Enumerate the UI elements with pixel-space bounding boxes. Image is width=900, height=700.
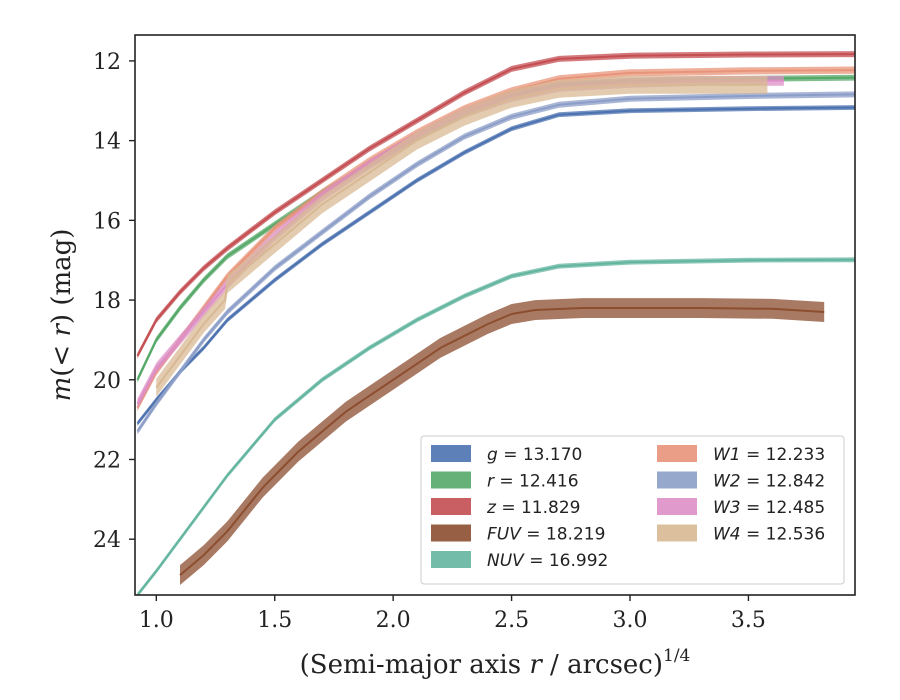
legend-label: W4 = 12.536 — [713, 525, 825, 545]
legend-label: FUV = 18.219 — [487, 525, 605, 545]
series-line-w2 — [136, 93, 855, 433]
series-line-fuv — [179, 307, 825, 576]
legend-items: g = 13.170 r = 12.416 z = 11.829 FUV = 18.2… — [431, 445, 825, 571]
series-z — [136, 51, 855, 359]
legend-swatch — [657, 498, 697, 515]
x-axis-label: (Semi-major axis r / arcsec)1/4 — [300, 646, 691, 680]
legend-item-w1: W1 = 12.233 — [657, 445, 825, 465]
x-axis-ticks: 1.0 1.5 2.0 2.5 3.0 3.5 — [139, 595, 766, 633]
legend-item-z: z = 11.829 — [431, 498, 580, 518]
y-tick-label: 22 — [93, 448, 121, 473]
x-axis-label-tail: / arcsec) — [542, 650, 663, 680]
legend-item-w4: W4 = 12.536 — [657, 524, 825, 545]
series-band-w4 — [156, 75, 768, 397]
legend-label: NUV = 16.992 — [487, 551, 608, 571]
series-layer — [136, 51, 855, 595]
legend-item-w2: W2 = 12.842 — [657, 471, 825, 492]
legend-label: g = 13.170 — [487, 445, 582, 465]
x-axis-label-sup: 1/4 — [663, 646, 690, 666]
x-tick-label: 3.0 — [613, 608, 648, 633]
y-tick-label: 14 — [93, 130, 121, 155]
series-line-z — [136, 53, 855, 357]
legend-label: W3 = 12.485 — [713, 498, 825, 518]
legend-swatch — [431, 524, 471, 542]
legend-swatch — [657, 524, 697, 542]
x-tick-label: 2.5 — [494, 608, 529, 633]
legend-swatch — [431, 551, 471, 568]
x-tick-label: 1.5 — [257, 608, 292, 633]
y-tick-label: 18 — [93, 289, 121, 314]
legend-item-fuv: FUV = 18.219 — [431, 524, 605, 545]
legend-item-r: r = 12.416 — [431, 471, 579, 492]
x-axis-label-var: r — [529, 650, 543, 680]
legend-swatch — [431, 498, 471, 515]
series-w2 — [136, 91, 855, 435]
legend-frame — [420, 435, 845, 585]
y-tick-label: 12 — [93, 50, 121, 75]
legend-swatch — [657, 445, 697, 462]
legend: g = 13.170 r = 12.416 z = 11.829 FUV = 18.2… — [420, 435, 845, 585]
x-tick-label: 3.5 — [731, 608, 766, 633]
y-axis-label-var: m — [47, 377, 77, 402]
legend-swatch — [657, 471, 697, 489]
legend-item-g: g = 13.170 — [431, 445, 582, 465]
x-tick-label: 2.0 — [376, 608, 411, 633]
legend-label: W2 = 12.842 — [713, 472, 825, 492]
series-w4 — [155, 75, 768, 397]
legend-label: W1 = 12.233 — [713, 445, 825, 465]
legend-item-w3: W3 = 12.485 — [657, 498, 825, 518]
series-line-w4 — [155, 83, 768, 389]
legend-label: z = 11.829 — [486, 498, 580, 518]
y-tick-label: 20 — [93, 369, 121, 394]
series-fuv — [179, 298, 825, 585]
series-nuv — [136, 257, 855, 595]
y-axis-label-open: ( — [47, 367, 77, 377]
x-tick-label: 1.0 — [139, 608, 174, 633]
y-axis-ticks: 12 14 16 18 20 22 24 — [93, 50, 135, 553]
plot-frame — [134, 34, 856, 596]
series-line-nuv — [136, 258, 855, 595]
x-axis-label-main: (Semi-major axis — [300, 650, 530, 680]
y-axis-label: m(< r) (mag) — [47, 229, 77, 402]
legend-label: r = 12.416 — [487, 472, 579, 492]
legend-swatch — [431, 445, 471, 462]
legend-item-nuv: NUV = 16.992 — [431, 551, 608, 571]
y-axis-label-tail: ) (mag) — [47, 229, 77, 325]
y-axis-label-lt: < r — [47, 323, 77, 367]
y-tick-label: 24 — [93, 528, 121, 553]
y-tick-label: 16 — [93, 209, 121, 234]
legend-swatch — [431, 471, 471, 489]
